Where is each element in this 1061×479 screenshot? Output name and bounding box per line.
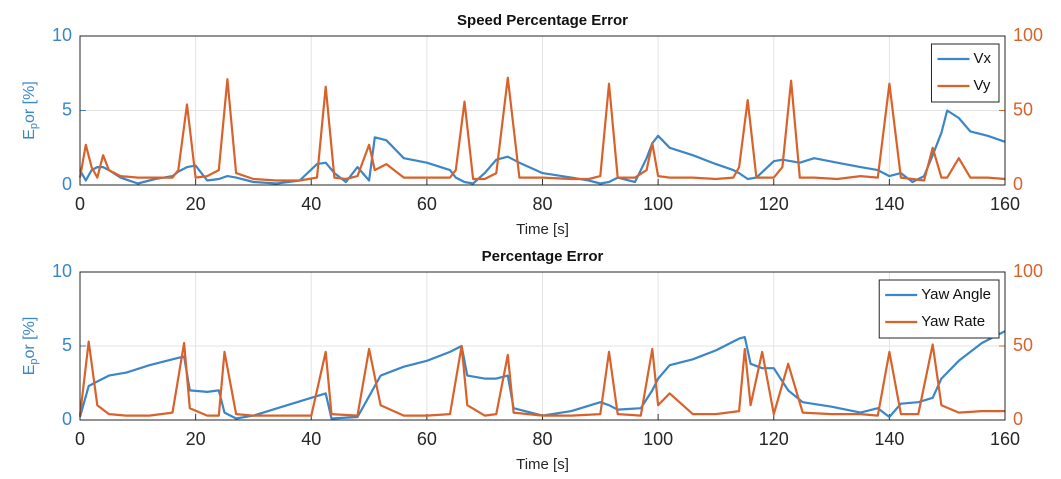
y-tick-label: 0	[62, 409, 72, 429]
x-tick-label: 40	[301, 429, 321, 449]
y-tick-label: 10	[52, 25, 72, 45]
x-tick-label: 0	[75, 194, 85, 214]
x-axis-label: Time [s]	[516, 221, 569, 238]
x-axis-label: Time [s]	[516, 456, 569, 473]
data-line	[79, 109, 1006, 185]
chart-title: Speed Percentage Error	[457, 12, 628, 29]
y-label-main: E	[21, 365, 38, 376]
x-tick-label: 20	[186, 429, 206, 449]
x-tick-label: 120	[759, 194, 789, 214]
x-tick-label: 0	[75, 429, 85, 449]
y-label-rest: or [%]	[21, 81, 38, 123]
x-tick-label: 160	[990, 429, 1020, 449]
legend-label: Vy	[973, 77, 990, 94]
x-tick-label: 20	[186, 194, 206, 214]
axes-box	[79, 35, 1006, 186]
y2-tick-label: 100	[1013, 25, 1043, 45]
legend-label: Yaw Rate	[921, 313, 985, 330]
y-label-sub: p	[28, 359, 40, 365]
y2-tick-label: 50	[1013, 99, 1033, 119]
x-tick-label: 60	[417, 194, 437, 214]
x-tick-label: 120	[759, 429, 789, 449]
x-tick-label: 60	[417, 429, 437, 449]
y-tick-label: 10	[52, 261, 72, 281]
data-line	[78, 76, 1006, 182]
x-tick-label: 160	[990, 194, 1020, 214]
legend: Vx Vy	[930, 43, 1000, 103]
y2-tick-label: 0	[1013, 174, 1023, 194]
data-line	[78, 340, 1005, 417]
chart-title: Percentage Error	[482, 248, 604, 265]
y-label-sub: p	[28, 123, 40, 129]
axes-box	[79, 271, 1006, 421]
y-tick-label: 5	[62, 99, 72, 119]
y2-tick-label: 0	[1013, 409, 1023, 429]
x-tick-label: 100	[643, 194, 673, 214]
x-tick-label: 80	[532, 429, 552, 449]
x-tick-label: 140	[874, 194, 904, 214]
legend-label: Vx	[973, 50, 991, 67]
y-axis-label: Epor [%]	[21, 317, 40, 376]
legend-box	[878, 279, 1000, 339]
legend-label: Yaw Angle	[921, 286, 991, 303]
x-tick-label: 40	[301, 194, 321, 214]
legend: Yaw Angle Yaw Rate	[878, 279, 1000, 339]
x-tick-label: 140	[874, 429, 904, 449]
y-label-rest: or [%]	[21, 317, 38, 359]
x-tick-label: 100	[643, 429, 673, 449]
legend-box	[930, 43, 1000, 103]
y-tick-label: 0	[62, 174, 72, 194]
y2-tick-label: 100	[1013, 261, 1043, 281]
y-tick-label: 5	[62, 335, 72, 355]
y-label-main: E	[21, 129, 38, 140]
y2-tick-label: 50	[1013, 335, 1033, 355]
y-axis-label: Epor [%]	[21, 81, 40, 140]
x-tick-label: 80	[532, 194, 552, 214]
